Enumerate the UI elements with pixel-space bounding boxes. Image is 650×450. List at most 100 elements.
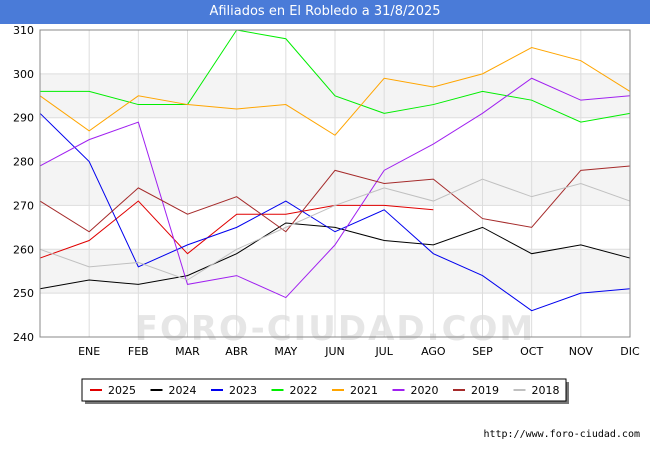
data-point bbox=[432, 143, 435, 146]
data-point bbox=[235, 226, 238, 229]
legend-item-2024: 2024 bbox=[150, 384, 197, 397]
x-tick-label: NOV bbox=[569, 345, 594, 358]
data-point bbox=[284, 200, 287, 203]
legend-label: 2018 bbox=[532, 384, 560, 397]
legend-label: 2021 bbox=[350, 384, 378, 397]
legend: 2025 2024 2023 2022 2021 2020 2019 2018 bbox=[81, 378, 569, 404]
data-point bbox=[88, 160, 91, 163]
series-2022 bbox=[40, 29, 631, 123]
data-point bbox=[284, 221, 287, 224]
data-point bbox=[334, 226, 337, 229]
legend-label: 2023 bbox=[229, 384, 257, 397]
data-point bbox=[284, 230, 287, 233]
x-tick-label: OCT bbox=[520, 345, 543, 358]
data-point bbox=[137, 261, 140, 264]
legend-item-2025: 2025 bbox=[90, 384, 136, 397]
legend-label: 2024 bbox=[169, 384, 197, 397]
data-point bbox=[284, 213, 287, 216]
data-point bbox=[530, 195, 533, 198]
data-point bbox=[137, 94, 140, 97]
data-point bbox=[334, 94, 337, 97]
data-point bbox=[235, 248, 238, 251]
chart-title: Afiliados en El Robledo a 31/8/2025 bbox=[0, 0, 650, 24]
x-tick-label: MAY bbox=[274, 345, 297, 358]
series-2023 bbox=[39, 112, 631, 312]
data-point bbox=[481, 217, 484, 220]
x-tick-label: DIC bbox=[620, 345, 640, 358]
x-tick-label: JUL bbox=[374, 345, 393, 358]
data-point bbox=[530, 77, 533, 80]
data-point bbox=[432, 243, 435, 246]
data-point bbox=[432, 252, 435, 255]
y-tick-label: 240 bbox=[13, 331, 34, 344]
data-point bbox=[284, 296, 287, 299]
legend-label: 2025 bbox=[108, 384, 136, 397]
legend-box bbox=[81, 378, 567, 402]
data-point bbox=[383, 112, 386, 115]
data-point bbox=[579, 169, 582, 172]
data-point bbox=[137, 283, 140, 286]
line-chart: FORO-CIUDAD.COM 240 250 260 270 280 290 300 310… bbox=[13, 24, 640, 404]
series-line-2018 bbox=[39, 178, 631, 281]
y-tick-label: 290 bbox=[13, 112, 34, 125]
series-lines bbox=[39, 29, 631, 312]
data-point bbox=[481, 112, 484, 115]
data-point bbox=[334, 204, 337, 207]
series-line-2020 bbox=[39, 77, 631, 299]
series-line-2022 bbox=[40, 29, 631, 123]
data-point bbox=[481, 178, 484, 181]
x-tick-label: FEB bbox=[128, 345, 149, 358]
plot-border bbox=[39, 29, 631, 338]
data-point bbox=[432, 200, 435, 203]
data-point bbox=[383, 239, 386, 242]
data-point bbox=[579, 59, 582, 62]
data-point bbox=[186, 243, 189, 246]
data-point bbox=[186, 283, 189, 286]
source-url: http://www.foro-ciudad.com bbox=[483, 429, 640, 440]
data-point bbox=[530, 99, 533, 102]
data-point bbox=[334, 230, 337, 233]
data-point bbox=[432, 86, 435, 89]
data-point bbox=[530, 226, 533, 229]
data-point bbox=[284, 37, 287, 40]
data-point bbox=[383, 208, 386, 211]
series-2024 bbox=[39, 221, 631, 290]
data-point bbox=[88, 265, 91, 268]
data-point bbox=[334, 169, 337, 172]
data-point bbox=[137, 121, 140, 124]
data-point bbox=[235, 252, 238, 255]
data-point bbox=[579, 182, 582, 185]
series-2025 bbox=[39, 200, 435, 259]
series-line-2023 bbox=[39, 112, 631, 312]
legend-item-2020: 2020 bbox=[392, 384, 439, 397]
y-tick-label: 280 bbox=[13, 156, 34, 169]
legend-item-2019: 2019 bbox=[453, 384, 499, 397]
data-point bbox=[481, 90, 484, 93]
data-point bbox=[530, 46, 533, 49]
data-point bbox=[530, 309, 533, 312]
axes: 240 250 260 270 280 290 300 310 ENE FEB MAR ABR MAY J… bbox=[13, 24, 640, 358]
data-point bbox=[579, 99, 582, 102]
data-point bbox=[235, 107, 238, 110]
data-point bbox=[432, 208, 435, 211]
x-tick-label: MAR bbox=[175, 345, 200, 358]
legend-item-2018: 2018 bbox=[513, 384, 560, 397]
series-2018 bbox=[39, 178, 631, 281]
data-point bbox=[186, 213, 189, 216]
data-point bbox=[432, 103, 435, 106]
legend-label: 2022 bbox=[290, 384, 318, 397]
series-line-2021 bbox=[39, 47, 631, 136]
data-point bbox=[88, 278, 91, 281]
legend-label: 2019 bbox=[471, 384, 499, 397]
series-2019 bbox=[39, 165, 631, 233]
data-point bbox=[88, 138, 91, 141]
data-point bbox=[579, 243, 582, 246]
data-point bbox=[137, 265, 140, 268]
data-point bbox=[383, 186, 386, 189]
legend-item-2021: 2021 bbox=[332, 384, 378, 397]
x-tick-label: JUN bbox=[324, 345, 345, 358]
y-tick-label: 300 bbox=[13, 68, 34, 81]
data-point bbox=[334, 243, 337, 246]
data-point bbox=[481, 226, 484, 229]
data-point bbox=[579, 292, 582, 295]
